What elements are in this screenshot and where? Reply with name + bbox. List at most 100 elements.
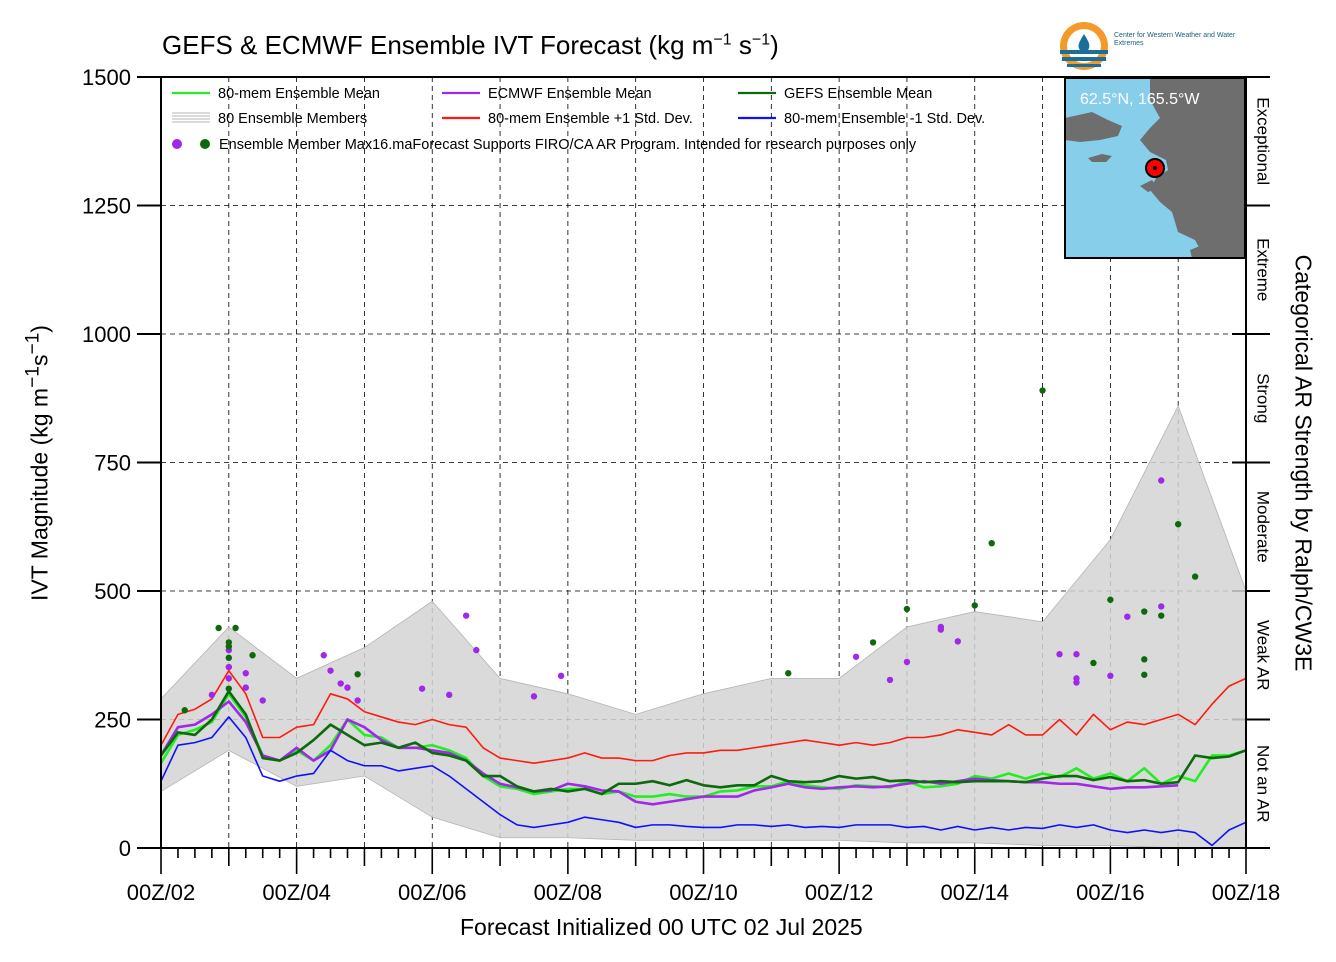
gefs-max-marker xyxy=(971,602,978,609)
member-max-markers xyxy=(181,387,1199,714)
ecmwf-max-marker xyxy=(1158,603,1165,610)
legend-note: Ensemble Member Max16.maForecast Support… xyxy=(219,137,917,153)
map-land-peninsula xyxy=(1190,236,1245,258)
ecmwf-max-marker xyxy=(1107,672,1114,680)
map-land-alaska xyxy=(1140,78,1245,258)
legend-label: 80 Ensemble Members xyxy=(218,111,367,127)
y-tick-label: 250 xyxy=(94,708,131,733)
ecmwf-max-marker xyxy=(327,667,334,674)
legend-label: 80-mem Ensemble -1 Std. Dev. xyxy=(784,111,985,127)
x-tick-label: 00Z/16 xyxy=(1076,880,1145,905)
gefs-max-marker xyxy=(1191,573,1199,580)
category-label: Not an AR xyxy=(1254,745,1273,823)
map-land-island xyxy=(1088,154,1112,162)
ecmwf-max-marker xyxy=(1073,679,1080,686)
ecmwf-max-marker xyxy=(1056,651,1063,658)
ecmwf-max-marker xyxy=(937,626,945,633)
cw3e-logo: Center for Western Weather and Water Ext… xyxy=(1058,20,1238,72)
x-tick-label: 00Z/08 xyxy=(534,880,603,905)
x-tick-label: 00Z/04 xyxy=(262,880,331,905)
gefs-max-marker xyxy=(181,707,188,714)
map-frame xyxy=(1064,77,1246,259)
y-axis-label: IVT Magnitude (kg m−1s−1) xyxy=(22,325,53,601)
gefs-max-marker xyxy=(1158,612,1165,619)
ecmwf-max-marker xyxy=(886,676,894,684)
gefs-max-marker xyxy=(1107,596,1114,603)
ecmwf-max-marker xyxy=(954,638,961,645)
ecmwf-max-marker xyxy=(1073,651,1080,658)
logo-text: Center for Western Weather and Water Ext… xyxy=(1114,32,1236,47)
y-tick-label: 500 xyxy=(94,579,131,604)
category-label: Moderate xyxy=(1254,491,1273,563)
legend-label: ECMWF Ensemble Mean xyxy=(488,86,652,102)
ecmwf-max-marker xyxy=(1124,613,1131,620)
map-location-label: 62.5°N, 165.5°W xyxy=(1080,91,1200,108)
map-land-island xyxy=(1140,180,1158,192)
ecmwf-max-marker xyxy=(1158,477,1165,484)
ecmwf-max-marker xyxy=(418,685,426,692)
y-tick-label: 1000 xyxy=(82,322,131,347)
category-label: Strong xyxy=(1254,373,1273,423)
legend: 80-mem Ensemble Mean ECMWF Ensemble Mean G… xyxy=(172,86,985,153)
legend-label: 80-mem Ensemble +1 Std. Dev. xyxy=(488,111,693,127)
ecmwf-max-marker xyxy=(903,658,911,666)
ecmwf-max-marker xyxy=(530,693,538,700)
y-tick-label: 1250 xyxy=(82,194,131,219)
right-axis-label: Categorical AR Strength by Ralph/CW3E xyxy=(1290,254,1317,672)
legend-marker-gefs xyxy=(200,139,210,149)
legend-label: GEFS Ensemble Mean xyxy=(784,86,932,102)
category-label: Weak AR xyxy=(1254,620,1273,691)
gefs-max-marker xyxy=(903,605,911,613)
map-inset xyxy=(1064,77,1246,259)
x-tick-label: 00Z/12 xyxy=(805,880,874,905)
series-line xyxy=(160,716,1247,847)
gefs-max-marker xyxy=(1141,671,1148,678)
gefs-max-marker xyxy=(1141,608,1148,615)
gefs-max-marker xyxy=(215,624,222,632)
gefs-max-marker xyxy=(785,670,792,677)
ecmwf-max-marker xyxy=(344,684,351,691)
y-tick-label: 0 xyxy=(119,836,131,861)
gefs-max-marker xyxy=(988,539,995,547)
ecmwf-max-marker xyxy=(557,672,565,680)
ecmwf-max-marker xyxy=(242,684,249,691)
x-tick-label: 00Z/02 xyxy=(127,880,196,905)
gefs-max-marker xyxy=(869,639,877,646)
gefs-max-marker xyxy=(354,671,361,678)
y-tick-label: 1500 xyxy=(82,65,131,90)
chart-title: GEFS & ECMWF Ensemble IVT Forecast (kg m… xyxy=(162,30,779,60)
gefs-max-marker xyxy=(1039,387,1046,394)
gefs-max-marker xyxy=(1141,656,1148,663)
gefs-max-marker xyxy=(249,652,256,659)
category-label: Extreme xyxy=(1254,238,1273,301)
ecmwf-max-marker xyxy=(354,697,361,704)
gefs-max-marker xyxy=(225,654,233,662)
y-tick-label: 750 xyxy=(94,451,131,476)
x-tick-label: 00Z/18 xyxy=(1212,880,1281,905)
ecmwf-max-marker xyxy=(208,691,216,699)
ecmwf-max-marker xyxy=(225,675,233,682)
location-marker-dot xyxy=(1153,166,1157,170)
map-land-chukotka xyxy=(1065,112,1122,142)
x-tick-label: 00Z/06 xyxy=(398,880,467,905)
ecmwf-max-marker xyxy=(320,652,327,659)
tick-labels: 0 250 500 750 1000 1250 1500 00Z/02 00Z/04 00Z/06… xyxy=(82,65,1280,905)
legend-marker-ecmwf xyxy=(172,139,182,149)
category-label: Exceptional xyxy=(1254,97,1273,185)
gefs-max-marker xyxy=(225,643,233,650)
gefs-max-marker xyxy=(1090,659,1097,667)
legend-label: 80-mem Ensemble Mean xyxy=(218,86,380,102)
gefs-max-marker xyxy=(232,624,239,632)
ecmwf-max-marker xyxy=(446,691,453,699)
series-lines xyxy=(159,669,1247,847)
x-axis-label: Forecast Initialized 00 UTC 02 Jul 2025 xyxy=(460,914,863,940)
ecmwf-max-marker xyxy=(462,612,470,619)
series-line xyxy=(160,669,1247,764)
logo-emblem-icon xyxy=(1060,22,1108,70)
gefs-max-marker xyxy=(225,685,233,692)
ecmwf-max-marker xyxy=(852,653,860,660)
ecmwf-max-marker xyxy=(337,680,344,687)
ecmwf-max-marker xyxy=(473,646,480,654)
